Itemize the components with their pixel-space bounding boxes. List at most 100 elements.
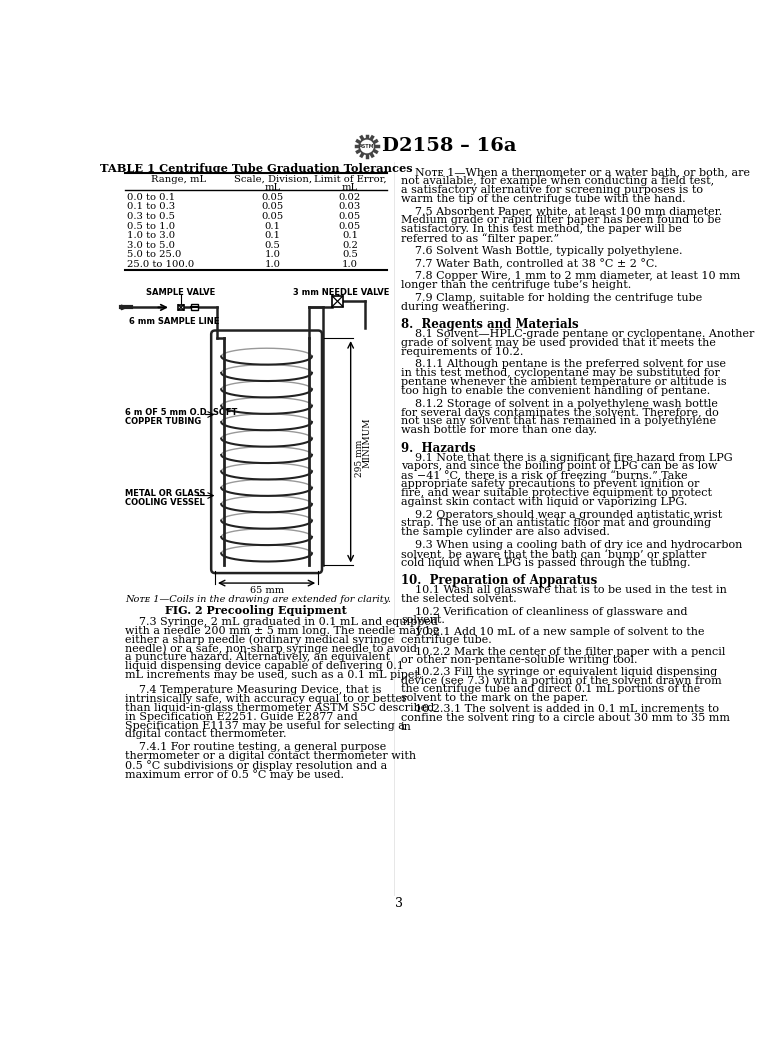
Text: TABLE 1 Centrifuge Tube Graduation Tolerances: TABLE 1 Centrifuge Tube Graduation Toler…	[100, 163, 412, 175]
Text: with a needle 200 mm ± 5 mm long. The needle may be: with a needle 200 mm ± 5 mm long. The ne…	[125, 626, 440, 636]
Text: strap. The use of an antistatic floor mat and grounding: strap. The use of an antistatic floor ma…	[401, 518, 711, 529]
Text: 0.1: 0.1	[265, 231, 281, 240]
Polygon shape	[121, 305, 127, 310]
Text: 8.1 Solvent—HPLC-grade pentane or cyclopentane. Another: 8.1 Solvent—HPLC-grade pentane or cyclop…	[415, 329, 755, 339]
Text: a puncture hazard. Alternatively, an equivalent: a puncture hazard. Alternatively, an equ…	[125, 653, 391, 662]
Text: mL increments may be used, such as a 0.1 mL pipet.: mL increments may be used, such as a 0.1…	[125, 670, 422, 680]
Text: solvent.: solvent.	[401, 615, 445, 626]
Text: 0.1: 0.1	[265, 222, 281, 230]
Text: during weathering.: during weathering.	[401, 302, 510, 311]
Text: mL: mL	[342, 183, 358, 192]
Text: liquid dispensing device capable of delivering 0.1: liquid dispensing device capable of deli…	[125, 661, 404, 671]
Text: satisfactory. In this test method, the paper will be: satisfactory. In this test method, the p…	[401, 224, 682, 234]
Text: 7.8 Copper Wire, 1 mm to 2 mm diameter, at least 10 mm: 7.8 Copper Wire, 1 mm to 2 mm diameter, …	[415, 272, 741, 281]
Text: 6 m OF 5 mm O.D. SOFT: 6 m OF 5 mm O.D. SOFT	[125, 408, 237, 417]
Text: 8.  Reagents and Materials: 8. Reagents and Materials	[401, 319, 579, 331]
Text: needle) or a safe, non-sharp syringe needle to avoid: needle) or a safe, non-sharp syringe nee…	[125, 643, 417, 654]
Text: against skin contact with liquid or vaporizing LPG.: against skin contact with liquid or vapo…	[401, 497, 688, 507]
Text: 10.  Preparation of Apparatus: 10. Preparation of Apparatus	[401, 575, 598, 587]
Text: centrifuge tube.: centrifuge tube.	[401, 635, 492, 645]
Text: 10.2.3.1 The solvent is added in 0.1 mL increments to: 10.2.3.1 The solvent is added in 0.1 mL …	[415, 705, 719, 714]
Text: 1.0 to 3.0: 1.0 to 3.0	[127, 231, 175, 240]
Text: digital contact thermometer.: digital contact thermometer.	[125, 730, 286, 739]
Text: 0.03: 0.03	[338, 202, 361, 211]
Text: 10.2.3 Fill the syringe or equivalent liquid dispensing: 10.2.3 Fill the syringe or equivalent li…	[415, 666, 717, 677]
Text: 7.6 Solvent Wash Bottle, typically polyethylene.: 7.6 Solvent Wash Bottle, typically polye…	[415, 246, 682, 256]
Text: 0.5: 0.5	[342, 251, 358, 259]
Text: in this test method, cyclopentane may be substituted for: in this test method, cyclopentane may be…	[401, 369, 720, 378]
Text: 10.2.2 Mark the center of the filter paper with a pencil: 10.2.2 Mark the center of the filter pap…	[415, 646, 725, 657]
Text: 0.05: 0.05	[338, 222, 361, 230]
Text: 7.5 Absorbent Paper, white, at least 100 mm diameter.: 7.5 Absorbent Paper, white, at least 100…	[415, 206, 722, 217]
Text: 10.1 Wash all glassware that is to be used in the test in: 10.1 Wash all glassware that is to be us…	[415, 585, 727, 595]
Text: than liquid-in-glass thermometer ASTM S5C described: than liquid-in-glass thermometer ASTM S5…	[125, 703, 434, 713]
Text: appropriate safety precautions to prevent ignition or: appropriate safety precautions to preven…	[401, 479, 699, 489]
Text: Scale, Division,: Scale, Division,	[233, 175, 312, 184]
Text: 7.4 Temperature Measuring Device, that is: 7.4 Temperature Measuring Device, that i…	[139, 685, 381, 695]
Text: solvent to the mark on the paper.: solvent to the mark on the paper.	[401, 693, 588, 703]
Bar	[191, 304, 198, 310]
Text: 0.05: 0.05	[261, 193, 284, 202]
Text: maximum error of 0.5 °C may be used.: maximum error of 0.5 °C may be used.	[125, 768, 344, 780]
Text: warm the tip of the centrifuge tube with the hand.: warm the tip of the centrifuge tube with…	[401, 194, 685, 204]
Text: COPPER TUBING: COPPER TUBING	[125, 416, 202, 426]
Text: MINIMUM: MINIMUM	[363, 417, 371, 467]
Text: SAMPLE VALVE: SAMPLE VALVE	[146, 288, 216, 297]
Text: either a sharp needle (ordinary medical syringe: either a sharp needle (ordinary medical …	[125, 635, 394, 645]
Text: 7.7 Water Bath, controlled at 38 °C ± 2 °C.: 7.7 Water Bath, controlled at 38 °C ± 2 …	[415, 258, 657, 270]
Text: 6 mm SAMPLE LINE: 6 mm SAMPLE LINE	[129, 316, 219, 326]
Text: 0.5 to 1.0: 0.5 to 1.0	[127, 222, 175, 230]
Text: cold liquid when LPG is passed through the tubing.: cold liquid when LPG is passed through t…	[401, 558, 691, 567]
Text: METAL OR GLASS: METAL OR GLASS	[125, 489, 205, 499]
Text: device (see 7.3) with a portion of the solvent drawn from: device (see 7.3) with a portion of the s…	[401, 676, 722, 686]
Text: Nᴏᴛᴇ 1—When a thermometer or a water bath, or both, are: Nᴏᴛᴇ 1—When a thermometer or a water bat…	[415, 168, 750, 177]
Text: 0.3 to 0.5: 0.3 to 0.5	[127, 212, 175, 221]
Text: 25.0 to 100.0: 25.0 to 100.0	[127, 260, 194, 269]
Text: Medium grade or rapid filter paper has been found to be: Medium grade or rapid filter paper has b…	[401, 215, 721, 226]
Text: 5.0 to 25.0: 5.0 to 25.0	[127, 251, 181, 259]
Text: 7.4.1 For routine testing, a general purpose: 7.4.1 For routine testing, a general pur…	[139, 742, 387, 752]
Text: in Specification E2251. Guide E2877 and: in Specification E2251. Guide E2877 and	[125, 712, 358, 721]
Text: 3.0 to 5.0: 3.0 to 5.0	[127, 240, 175, 250]
Text: not use any solvent that has remained in a polyethylene: not use any solvent that has remained in…	[401, 416, 717, 427]
Text: 0.1 to 0.3: 0.1 to 0.3	[127, 202, 175, 211]
Text: 295 mm: 295 mm	[356, 439, 364, 477]
Text: a satisfactory alternative for screening purposes is to: a satisfactory alternative for screening…	[401, 185, 703, 195]
Text: 9.3 When using a cooling bath of dry ice and hydrocarbon: 9.3 When using a cooling bath of dry ice…	[415, 540, 742, 550]
Text: 0.2: 0.2	[342, 240, 358, 250]
Text: pentane whenever the ambient temperature or altitude is: pentane whenever the ambient temperature…	[401, 377, 727, 387]
Text: not available, for example when conducting a field test,: not available, for example when conducti…	[401, 176, 714, 186]
Text: intrinsically safe, with accuracy equal to or better: intrinsically safe, with accuracy equal …	[125, 694, 408, 704]
Text: Specification E1137 may be useful for selecting a: Specification E1137 may be useful for se…	[125, 720, 405, 731]
Text: fire, and wear suitable protective equipment to protect: fire, and wear suitable protective equip…	[401, 488, 712, 498]
Text: Range, mL: Range, mL	[152, 175, 207, 184]
Text: in: in	[401, 722, 412, 732]
Text: for several days contaminates the solvent. Therefore, do: for several days contaminates the solven…	[401, 407, 719, 417]
Text: as −41 °C, there is a risk of freezing “burns.” Take: as −41 °C, there is a risk of freezing “…	[401, 471, 688, 481]
Text: solvent, be aware that the bath can ‘bump’ or splatter: solvent, be aware that the bath can ‘bum…	[401, 549, 706, 560]
Text: ASTM: ASTM	[359, 144, 375, 149]
Text: too high to enable the convenient handling of pentane.: too high to enable the convenient handli…	[401, 386, 710, 396]
Text: the selected solvent.: the selected solvent.	[401, 593, 517, 604]
Text: the centrifuge tube and direct 0.1 mL portions of the: the centrifuge tube and direct 0.1 mL po…	[401, 684, 700, 694]
Text: 1.0: 1.0	[265, 260, 281, 269]
Text: 7.3 Syringe, 2 mL graduated in 0.1 mL and equipped: 7.3 Syringe, 2 mL graduated in 0.1 mL an…	[139, 617, 438, 627]
Text: 9.  Hazards: 9. Hazards	[401, 441, 475, 455]
Text: 0.0 to 0.1: 0.0 to 0.1	[127, 193, 175, 202]
Text: Nᴏᴛᴇ 1—Coils in the drawing are extended for clarity.: Nᴏᴛᴇ 1—Coils in the drawing are extended…	[125, 595, 391, 605]
Text: 8.1.1 Although pentane is the preferred solvent for use: 8.1.1 Although pentane is the preferred …	[415, 359, 726, 370]
Text: COOLING VESSEL: COOLING VESSEL	[125, 498, 205, 507]
Circle shape	[359, 138, 375, 154]
Text: 0.1: 0.1	[342, 231, 358, 240]
Text: thermometer or a digital contact thermometer with: thermometer or a digital contact thermom…	[125, 751, 416, 761]
Text: or other non-pentane-soluble writing tool.: or other non-pentane-soluble writing too…	[401, 656, 637, 665]
Text: 7.9 Clamp, suitable for holding the centrifuge tube: 7.9 Clamp, suitable for holding the cent…	[415, 293, 703, 303]
Text: 10.2 Verification of cleanliness of glassware and: 10.2 Verification of cleanliness of glas…	[415, 607, 688, 616]
Text: 8.1.2 Storage of solvent in a polyethylene wash bottle: 8.1.2 Storage of solvent in a polyethyle…	[415, 399, 718, 409]
Text: 0.05: 0.05	[261, 212, 284, 221]
Text: 0.5 °C subdivisions or display resolution and a: 0.5 °C subdivisions or display resolutio…	[125, 760, 387, 770]
Text: longer than the centrifuge tube’s height.: longer than the centrifuge tube’s height…	[401, 280, 631, 290]
Text: 0.02: 0.02	[338, 193, 361, 202]
Bar	[332, 296, 343, 307]
Text: 0.05: 0.05	[338, 212, 361, 221]
